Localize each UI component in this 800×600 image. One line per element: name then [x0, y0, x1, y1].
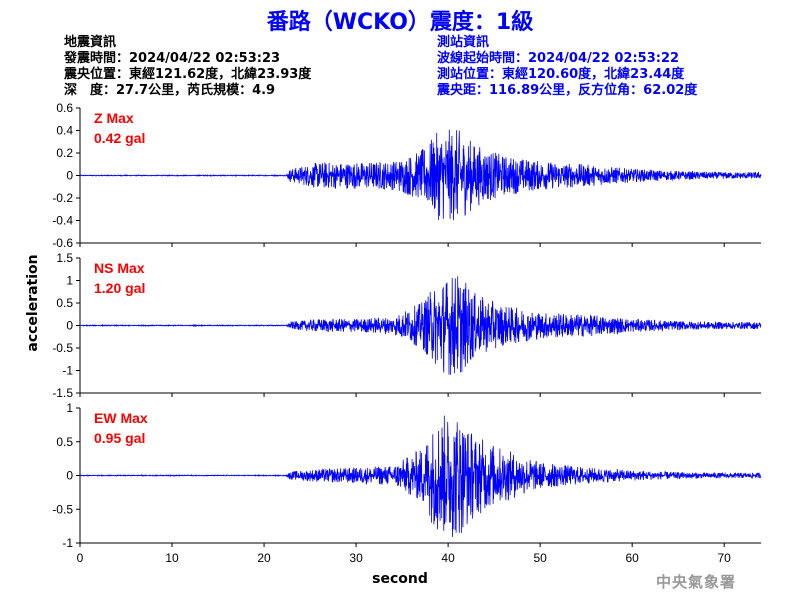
y-tick-label: -1.5: [52, 386, 73, 400]
y-tick-label: 0: [66, 169, 73, 183]
y-tick-label: -0.5: [52, 341, 73, 355]
ew-max-title: EW Max: [94, 410, 148, 426]
x-axis-label: second: [372, 571, 428, 587]
x-tick-label: 60: [625, 551, 639, 565]
depth-magnitude: 深 度：27.7公里，芮氏規模：4.9: [64, 83, 276, 98]
organization-watermark: 中央氣象署: [656, 573, 737, 591]
ew-max-value: 0.95 gal: [94, 430, 146, 446]
ew-max-label: EW Max 0.95 gal: [94, 408, 148, 448]
x-tick-label: 40: [441, 551, 455, 565]
y-axis-label: acceleration: [25, 254, 41, 352]
ns-max-label: NS Max 1.20 gal: [94, 258, 145, 298]
wave-start-time: 波線起始時間：2024/04/22 02:53:22: [437, 51, 680, 66]
y-tick-label: 0.5: [56, 435, 73, 449]
y-tick-label: 0.2: [56, 146, 73, 160]
z-max-label: Z Max 0.42 gal: [94, 108, 145, 148]
x-tick-label: 70: [718, 551, 732, 565]
waveform-ew: [79, 415, 762, 538]
y-tick-label: -0.6: [52, 236, 73, 250]
y-tick-label: 0: [66, 469, 73, 483]
station-location: 測站位置：東經120.60度，北緯23.44度: [437, 67, 685, 82]
y-tick-label: -0.2: [52, 191, 73, 205]
y-tick-label: 0.4: [56, 124, 73, 138]
x-tick-label: 10: [165, 551, 179, 565]
station-info: 測站資訊 波線起始時間：2024/04/22 02:53:22 測站位置：東經1…: [437, 35, 697, 99]
station-info-heading: 測站資訊: [437, 35, 490, 50]
earthquake-info-heading: 地震資訊: [64, 35, 117, 50]
y-tick-label: 0.5: [56, 296, 73, 310]
ns-max-title: NS Max: [94, 260, 145, 276]
x-tick-label: 50: [533, 551, 547, 565]
y-tick-label: -1: [62, 536, 73, 550]
y-tick-label: 1: [66, 401, 73, 415]
page-title: 番路（WCKO）震度：1級: [266, 10, 534, 35]
y-tick-label: -0.4: [52, 214, 73, 228]
y-tick-label: -1: [62, 364, 73, 378]
origin-time: 發震時間：2024/04/22 02:53:23: [64, 51, 281, 66]
distance-azimuth: 震央距：116.89公里，反方位角：62.02度: [437, 83, 698, 98]
x-tick-label: 20: [257, 551, 271, 565]
y-tick-label: -0.5: [52, 502, 73, 516]
epicenter-location: 震央位置：東經121.62度，北緯23.93度: [64, 67, 312, 82]
y-tick-label: 1: [66, 274, 73, 288]
x-tick-label: 0: [77, 551, 84, 565]
y-tick-label: 0: [66, 319, 73, 333]
z-max-value: 0.42 gal: [94, 130, 146, 146]
ns-max-value: 1.20 gal: [94, 280, 146, 296]
z-max-title: Z Max: [94, 110, 134, 126]
waveform-z: [79, 129, 762, 221]
x-tick-label: 30: [349, 551, 363, 565]
waveform-ns: [79, 276, 762, 375]
y-tick-label: 0.6: [56, 101, 73, 115]
y-tick-label: 1.5: [56, 251, 73, 265]
earthquake-info: 地震資訊 發震時間：2024/04/22 02:53:23 震央位置：東經121…: [64, 35, 311, 99]
